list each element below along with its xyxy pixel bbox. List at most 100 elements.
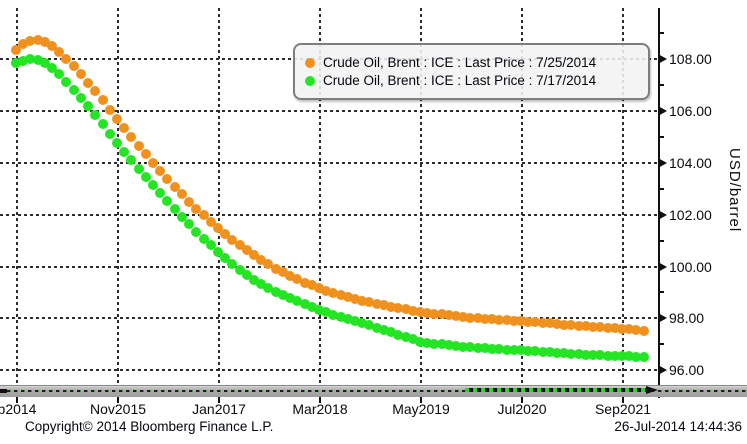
x-tick bbox=[420, 397, 422, 403]
data-point bbox=[126, 131, 137, 142]
data-point bbox=[602, 350, 613, 361]
data-point bbox=[436, 339, 447, 350]
data-point bbox=[90, 86, 101, 97]
data-point bbox=[220, 252, 231, 263]
legend-swatch-orange-icon bbox=[305, 57, 315, 68]
data-point bbox=[176, 211, 187, 222]
data-point bbox=[573, 320, 584, 331]
v-gridline bbox=[622, 8, 624, 385]
y-tick-arrow-icon bbox=[658, 157, 667, 168]
data-point bbox=[299, 299, 310, 310]
y-tick-label: 98.00 bbox=[669, 310, 705, 327]
data-point bbox=[169, 204, 180, 214]
data-point bbox=[386, 327, 397, 338]
data-point bbox=[18, 38, 29, 49]
data-point bbox=[39, 58, 50, 69]
data-point bbox=[624, 351, 635, 362]
data-point bbox=[422, 307, 433, 318]
y-tick-minor bbox=[658, 187, 664, 190]
legend-box: Crude Oil, Brent : ICE : Last Price : 7/… bbox=[293, 43, 650, 100]
data-point bbox=[407, 334, 418, 345]
data-point bbox=[119, 122, 130, 133]
legend-label: Crude Oil, Brent : ICE : Last Price : 7/… bbox=[323, 73, 597, 88]
data-point bbox=[68, 84, 79, 95]
data-point bbox=[292, 274, 303, 285]
legend-swatch-green-icon bbox=[305, 75, 315, 86]
data-point bbox=[559, 319, 570, 330]
y-tick-label: 106.00 bbox=[669, 103, 712, 120]
y-tick-label: 104.00 bbox=[669, 154, 712, 171]
data-point bbox=[321, 307, 332, 318]
x-tick-label: Sep2021 bbox=[594, 401, 652, 417]
data-point bbox=[544, 347, 555, 358]
data-point bbox=[205, 240, 216, 251]
scrollbar-arrow-icon[interactable] bbox=[646, 386, 658, 394]
data-point bbox=[616, 323, 627, 334]
data-point bbox=[285, 293, 296, 304]
data-point bbox=[162, 174, 173, 185]
data-point bbox=[566, 348, 577, 359]
data-point bbox=[162, 195, 173, 206]
x-tick bbox=[117, 397, 119, 403]
data-point bbox=[624, 324, 635, 335]
copyright-text: Copyright© 2014 Bloomberg Finance L.P. bbox=[25, 419, 274, 434]
data-point bbox=[119, 146, 130, 157]
x-tick-label: Jan2017 bbox=[192, 401, 246, 417]
data-point bbox=[328, 287, 339, 298]
data-point bbox=[429, 308, 440, 319]
data-point bbox=[465, 342, 476, 353]
x-tick bbox=[319, 397, 321, 403]
y-tick-label: 96.00 bbox=[669, 362, 705, 379]
data-point bbox=[515, 345, 526, 356]
data-point bbox=[285, 271, 296, 282]
data-point bbox=[422, 337, 433, 348]
data-point bbox=[472, 313, 483, 324]
v-gridline bbox=[420, 8, 422, 385]
data-point bbox=[479, 313, 490, 324]
data-point bbox=[501, 344, 512, 355]
data-point bbox=[97, 95, 108, 106]
y-tick-label: 108.00 bbox=[669, 51, 712, 68]
data-point bbox=[386, 301, 397, 312]
y-tick-minor bbox=[658, 84, 664, 87]
data-point bbox=[407, 305, 418, 316]
data-point bbox=[227, 258, 238, 269]
data-point bbox=[299, 277, 310, 288]
data-point bbox=[83, 77, 94, 88]
data-point bbox=[184, 196, 195, 207]
data-point bbox=[501, 315, 512, 326]
data-point bbox=[400, 331, 411, 342]
legend-row-jul17[interactable]: Crude Oil, Brent : ICE : Last Price : 7/… bbox=[295, 73, 648, 88]
data-point bbox=[198, 233, 209, 244]
data-point bbox=[580, 321, 591, 332]
data-point bbox=[148, 157, 159, 168]
data-point bbox=[335, 312, 346, 323]
data-point bbox=[126, 155, 137, 166]
x-tick bbox=[622, 397, 624, 403]
data-point bbox=[104, 104, 115, 115]
v-gridline bbox=[521, 8, 523, 385]
legend-row-jul25[interactable]: Crude Oil, Brent : ICE : Last Price : 7/… bbox=[295, 55, 648, 70]
legend-label: Crude Oil, Brent : ICE : Last Price : 7/… bbox=[323, 55, 597, 70]
data-point bbox=[234, 264, 245, 275]
scrollbar-thumb[interactable] bbox=[465, 388, 648, 392]
x-tick-label: May2019 bbox=[392, 401, 450, 417]
data-point bbox=[364, 320, 375, 331]
h-gridline bbox=[0, 110, 658, 113]
data-point bbox=[378, 300, 389, 311]
data-point bbox=[184, 219, 195, 230]
data-point bbox=[270, 263, 281, 274]
data-point bbox=[104, 128, 115, 139]
data-point bbox=[306, 301, 317, 312]
data-point bbox=[580, 349, 591, 360]
data-point bbox=[313, 282, 324, 293]
data-point bbox=[364, 297, 375, 308]
data-point bbox=[249, 275, 260, 286]
data-point bbox=[83, 101, 94, 112]
y-tick-label: 100.00 bbox=[669, 258, 712, 275]
data-point bbox=[400, 304, 411, 315]
y-tick-arrow-icon bbox=[658, 313, 667, 324]
data-point bbox=[508, 344, 519, 355]
data-point bbox=[530, 346, 541, 357]
data-point bbox=[451, 341, 462, 351]
